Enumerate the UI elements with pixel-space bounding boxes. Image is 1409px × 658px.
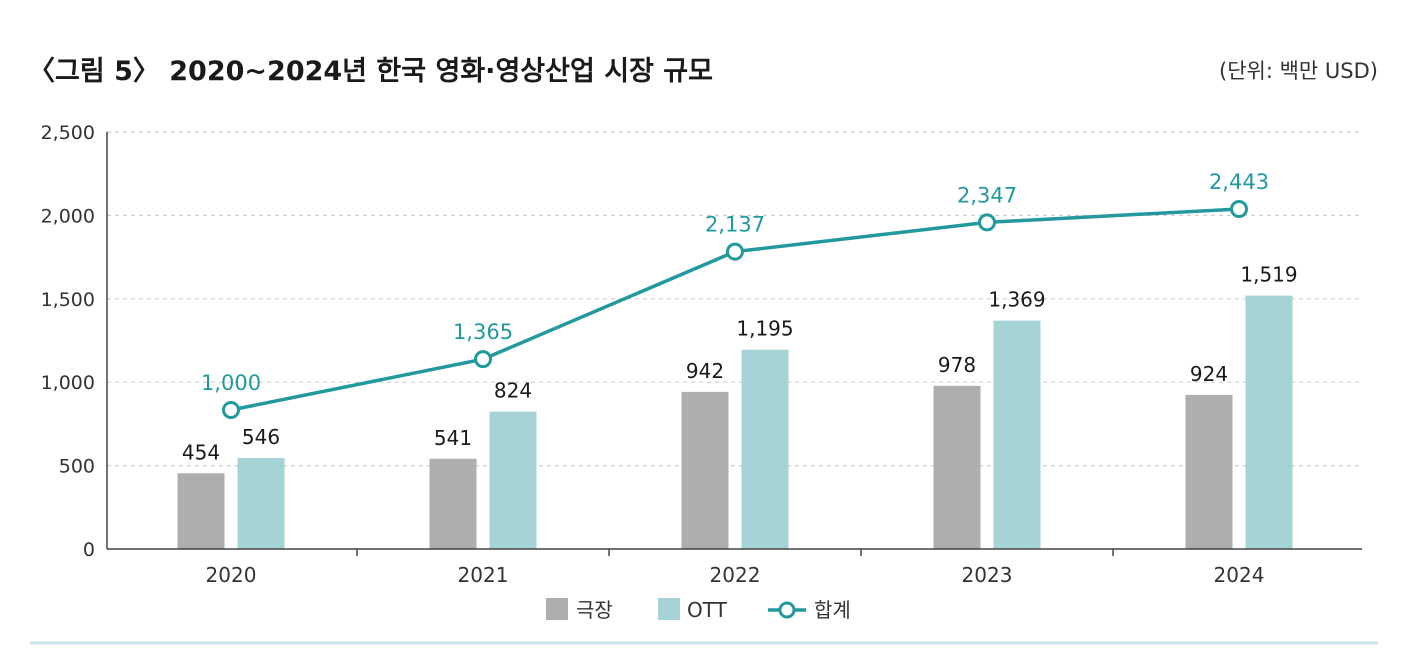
- total-point: [978, 213, 996, 232]
- total-line-series: [222, 200, 1248, 419]
- legend: 극장 OTT 합계: [546, 598, 851, 622]
- x-tick-label: 2020: [206, 563, 257, 587]
- y-tick-label: 2,500: [41, 122, 95, 144]
- total-point: [222, 401, 240, 419]
- bar-theater: [429, 458, 477, 549]
- legend-label-ott: OTT: [687, 598, 728, 622]
- data-labels: 454 541 942 978 924 546 824 1,195 1,369 1,519 1,00…: [182, 170, 1298, 464]
- x-tick-label: 2021: [458, 563, 509, 587]
- total-point: [1230, 200, 1248, 218]
- total-value-label: 2,443: [1209, 170, 1269, 194]
- bar-ott: [1245, 295, 1293, 549]
- x-tick-label: 2022: [710, 563, 761, 587]
- total-value-label: 1,000: [201, 371, 261, 395]
- total-value-label: 2,137: [705, 213, 765, 237]
- total-point: [726, 242, 744, 261]
- unit-label: (단위: 백만 USD): [1219, 59, 1378, 83]
- y-tick-label: 0: [83, 539, 95, 561]
- bar-theater: [681, 391, 729, 549]
- legend-label-theater: 극장: [576, 598, 613, 622]
- bar-value-label: 1,195: [736, 317, 793, 341]
- bars: [177, 295, 1293, 549]
- bar-value-label: 978: [938, 353, 976, 377]
- bar-ott: [489, 411, 537, 549]
- x-tick-label: 2024: [1214, 563, 1265, 587]
- bar-theater: [177, 473, 225, 549]
- bar-value-label: 541: [434, 426, 472, 450]
- total-value-label: 1,365: [453, 320, 513, 344]
- total-value-label: 2,347: [957, 183, 1017, 207]
- y-tick-label: 1,500: [41, 289, 95, 311]
- y-tick-label: 2,000: [41, 205, 95, 227]
- y-tick-label: 500: [59, 456, 95, 478]
- x-tick-label: 2023: [962, 563, 1013, 587]
- y-tick-label: 1,000: [41, 372, 95, 394]
- bar-theater: [933, 385, 981, 549]
- bar-value-label: 1,519: [1240, 263, 1297, 287]
- bar-theater: [1185, 394, 1233, 549]
- legend-marker-total: [778, 601, 796, 619]
- chart-title: 〈그림 5〉 2020~2024년 한국 영화·영상산업 시장 규모: [28, 56, 713, 87]
- bar-value-label: 454: [182, 440, 220, 464]
- bar-value-label: 942: [686, 359, 724, 383]
- bar-ott: [237, 457, 285, 549]
- bar-value-label: 546: [242, 425, 280, 449]
- total-line: [230, 207, 1240, 412]
- bar-value-label: 924: [1190, 362, 1228, 386]
- legend-swatch-theater: [546, 598, 568, 620]
- axes: 0 500 1,000 1,500 2,000 2,500 2020 2021 2022 2023…: [41, 122, 1362, 587]
- grid-lines: [107, 131, 1362, 467]
- bar-ott: [741, 349, 789, 549]
- legend-swatch-ott: [658, 598, 680, 620]
- bar-ott: [993, 320, 1041, 549]
- total-point: [474, 350, 492, 369]
- bar-value-label: 824: [494, 379, 532, 403]
- legend-label-total: 합계: [814, 598, 851, 622]
- bar-value-label: 1,369: [988, 288, 1045, 312]
